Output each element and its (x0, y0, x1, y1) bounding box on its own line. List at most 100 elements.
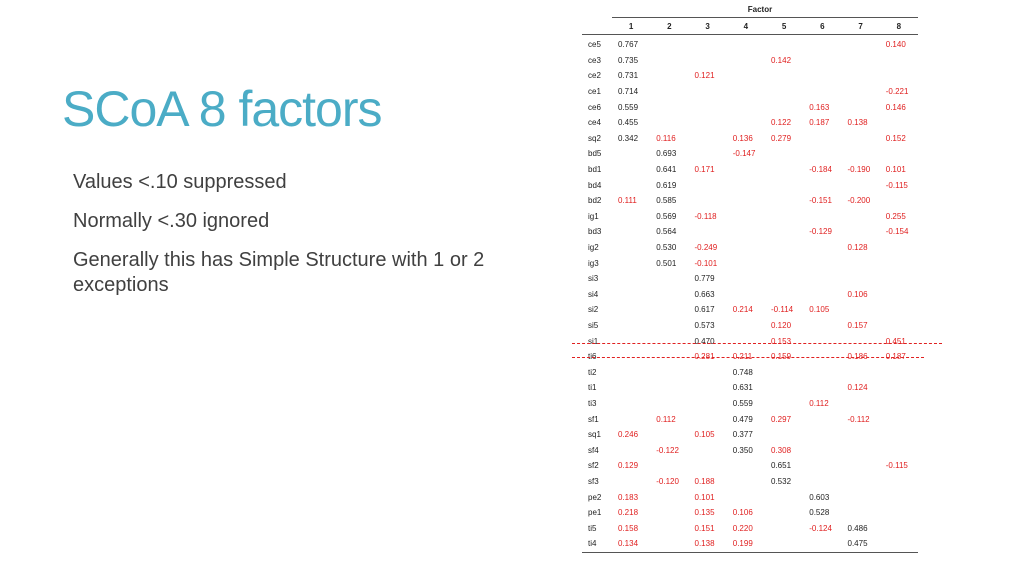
loading-cell: 0.135 (694, 508, 715, 518)
loading-cell (803, 318, 841, 334)
loading-cell: 0.138 (847, 118, 868, 128)
loading-cell (650, 35, 688, 53)
loading-cell: 0.748 (732, 367, 753, 377)
loading-cell (689, 177, 727, 193)
table-row: ig1 0.569 -0.118 0.255 (582, 209, 918, 225)
loading-cell (880, 520, 918, 536)
loading-cell: 0.121 (694, 71, 715, 81)
loading-cell: 0.479 (732, 414, 753, 424)
loading-cell (727, 35, 765, 53)
loading-cell (689, 442, 727, 458)
loading-cell (689, 193, 727, 209)
loading-cell: 0.585 (656, 196, 677, 206)
table-row: si5 0.573 0.120 0.157 (582, 318, 918, 334)
loading-cell (727, 224, 765, 240)
loading-cell: 0.619 (656, 180, 677, 190)
table-row: ig2 0.530 -0.249 0.128 (582, 240, 918, 256)
table-row: bd5 0.693 -0.147 (582, 146, 918, 162)
loading-cell (842, 505, 880, 521)
row-label: ti6 (588, 352, 597, 362)
loading-cell: -0.114 (771, 305, 794, 315)
loading-cell: 0.455 (618, 118, 639, 128)
loading-cell (880, 505, 918, 521)
loading-cell: -0.221 (885, 87, 909, 97)
loading-cell (612, 411, 650, 427)
loading-cell: -0.249 (694, 243, 718, 253)
loading-cell: 0.199 (726, 536, 765, 553)
loading-cell (650, 302, 688, 318)
factor-header-7: 7 (841, 17, 880, 35)
table-row: ce5 0.767 0.140 (582, 35, 918, 53)
loading-cell: 0.157 (847, 320, 868, 330)
table-row: sf2 0.129 0.651 -0.115 (582, 458, 918, 474)
loading-cell (689, 35, 727, 53)
table-row: ti6 0.281 0.211 0.159 0.186 0.187 (582, 349, 918, 365)
loading-cell: 0.451 (885, 336, 906, 346)
loading-cell (689, 53, 727, 69)
row-label: sf1 (588, 414, 599, 424)
loading-cell: -0.115 (885, 461, 908, 471)
row-label: ig1 (588, 211, 599, 221)
loading-cell (880, 193, 918, 209)
loading-cell (803, 411, 841, 427)
loading-cell: 0.308 (771, 445, 792, 455)
loading-cell (765, 287, 803, 303)
loading-cell (880, 411, 918, 427)
loading-cell (727, 333, 765, 349)
loading-cell (689, 411, 727, 427)
row-label-header (582, 17, 612, 35)
loading-cell (612, 287, 650, 303)
dashed-separator-upper (572, 343, 942, 344)
loading-cell (612, 209, 650, 225)
loading-cell (765, 193, 803, 209)
loading-cell (689, 84, 727, 100)
loading-cell: -0.147 (732, 149, 756, 159)
loading-cell (842, 209, 880, 225)
loading-cell (650, 536, 689, 553)
loading-cell: 0.731 (618, 71, 639, 81)
loading-cell (765, 84, 803, 100)
loading-cell: 0.101 (885, 165, 906, 175)
loading-cell: 0.146 (885, 102, 906, 112)
loading-cell: 0.663 (694, 289, 715, 299)
loading-cell (727, 458, 765, 474)
loading-cell (803, 333, 841, 349)
loading-cell (880, 302, 918, 318)
row-label: bd4 (588, 180, 602, 190)
loading-cell (842, 131, 880, 147)
loading-cell (765, 427, 803, 443)
table-row: si1 0.470 0.153 0.451 (582, 333, 918, 349)
table-row: pe2 0.183 0.101 0.603 (582, 489, 918, 505)
loading-cell (689, 115, 727, 131)
factor-header-5: 5 (765, 17, 804, 35)
loading-cell: 0.186 (847, 352, 868, 362)
loading-cell (727, 271, 765, 287)
loading-cell (650, 99, 688, 115)
loading-cell (880, 427, 918, 443)
loading-cell: 0.105 (809, 305, 830, 315)
loading-cell (880, 474, 918, 490)
loading-cell (880, 287, 918, 303)
loading-cell (650, 396, 688, 412)
loading-cell (765, 380, 803, 396)
loading-cell (650, 68, 688, 84)
loading-cell: -0.124 (809, 523, 832, 533)
table-row: bd4 0.619 -0.115 (582, 177, 918, 193)
loading-cell (727, 287, 765, 303)
table-row: bd2 0.111 0.585 -0.151 -0.200 (582, 193, 918, 209)
loading-cell (765, 505, 803, 521)
loading-cell (803, 240, 841, 256)
loading-cell (803, 380, 841, 396)
loading-cell (650, 287, 688, 303)
loading-cell (612, 302, 650, 318)
loading-cell (842, 146, 880, 162)
loading-cell (880, 115, 918, 131)
table-row: sq1 0.246 0.105 0.377 (582, 427, 918, 443)
table-row: bd3 0.564 -0.129 -0.154 (582, 224, 918, 240)
loading-cell: 0.153 (771, 336, 792, 346)
loading-cell: 0.138 (688, 536, 727, 553)
loading-cell (842, 442, 880, 458)
loading-cell (765, 255, 803, 271)
table-row: ti5 0.158 0.151 0.220 -0.124 0.486 (582, 520, 918, 536)
